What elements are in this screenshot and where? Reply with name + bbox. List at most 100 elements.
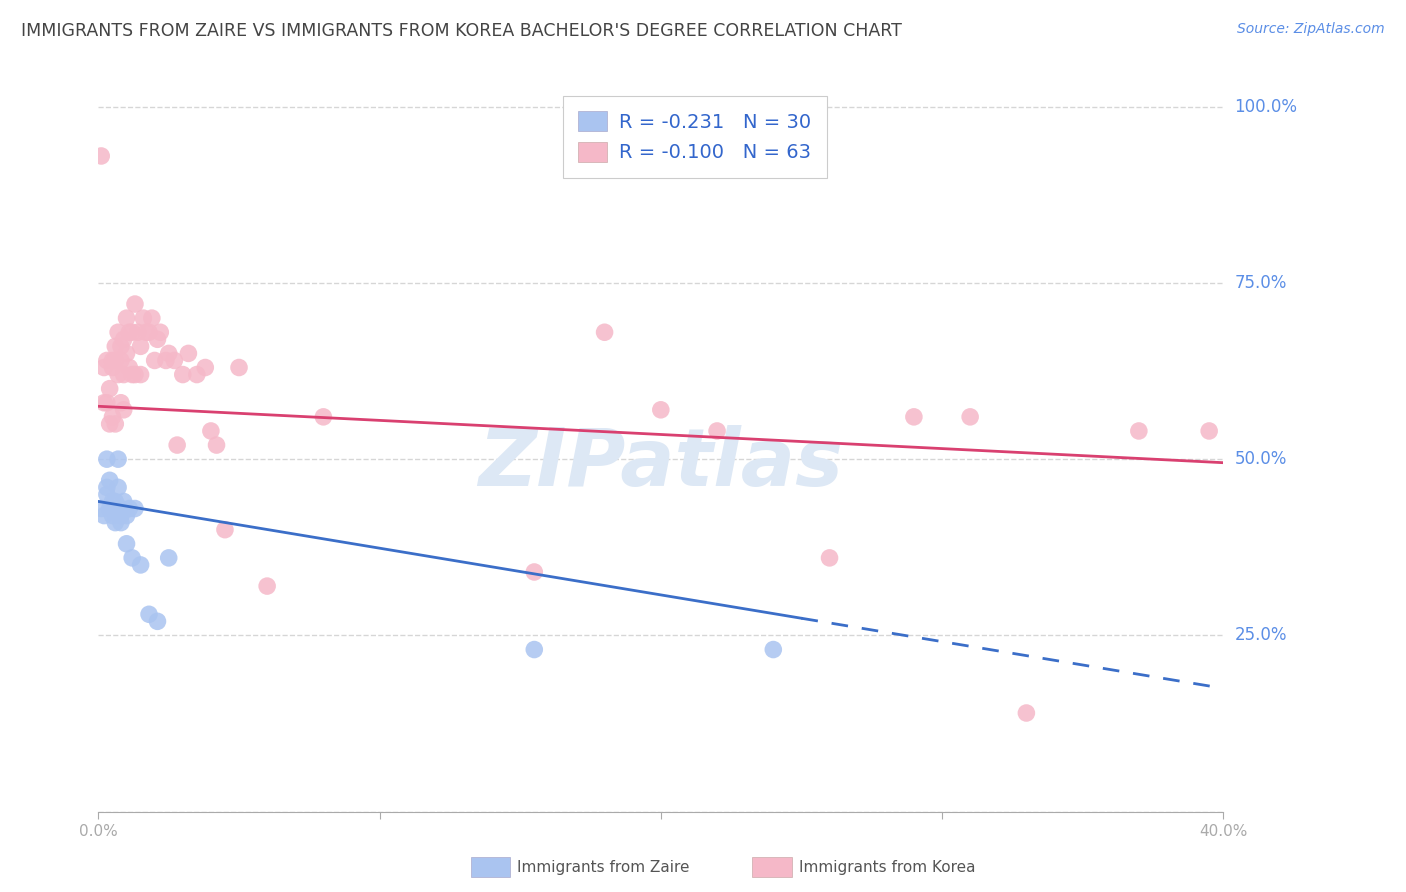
Point <box>143 353 166 368</box>
Point <box>110 396 132 410</box>
Point <box>98 417 121 431</box>
Point <box>90 501 112 516</box>
Point <box>124 501 146 516</box>
Text: ZIPatlas: ZIPatlas <box>478 425 844 503</box>
Point <box>104 339 127 353</box>
Point <box>110 516 132 530</box>
Point <box>593 325 616 339</box>
Point <box>98 501 121 516</box>
Point <box>104 417 127 431</box>
Point <box>112 494 135 508</box>
Text: 75.0%: 75.0% <box>1234 274 1286 292</box>
Text: Immigrants from Korea: Immigrants from Korea <box>799 860 976 874</box>
Point <box>96 452 118 467</box>
Point <box>118 325 141 339</box>
Point <box>110 339 132 353</box>
Point <box>121 325 143 339</box>
Point <box>762 642 785 657</box>
Point <box>101 353 124 368</box>
Point <box>650 402 672 417</box>
Point <box>186 368 208 382</box>
Point <box>115 508 138 523</box>
Point <box>104 494 127 508</box>
Point <box>163 353 186 368</box>
Point <box>96 353 118 368</box>
Point <box>110 501 132 516</box>
Text: 25.0%: 25.0% <box>1234 626 1286 644</box>
Point <box>155 353 177 368</box>
Point <box>112 402 135 417</box>
Point <box>903 409 925 424</box>
Point <box>818 550 841 565</box>
Point <box>121 368 143 382</box>
Point <box>93 396 115 410</box>
Point <box>1128 424 1150 438</box>
Point <box>129 558 152 572</box>
Point <box>1015 706 1038 720</box>
Point <box>112 332 135 346</box>
Point <box>706 424 728 438</box>
Point <box>110 353 132 368</box>
Point <box>141 311 163 326</box>
Point <box>107 325 129 339</box>
Text: Source: ZipAtlas.com: Source: ZipAtlas.com <box>1237 22 1385 37</box>
Point <box>118 360 141 375</box>
Point <box>115 346 138 360</box>
Point <box>127 325 149 339</box>
Point <box>138 607 160 622</box>
Point <box>115 537 138 551</box>
Point <box>115 311 138 326</box>
Text: 50.0%: 50.0% <box>1234 450 1286 468</box>
Point <box>523 642 546 657</box>
Point <box>110 508 132 523</box>
Point <box>132 311 155 326</box>
Text: 100.0%: 100.0% <box>1234 97 1298 116</box>
Point <box>101 508 124 523</box>
Point <box>129 339 152 353</box>
Point <box>96 480 118 494</box>
Point <box>101 409 124 424</box>
Point <box>107 480 129 494</box>
Text: Immigrants from Zaire: Immigrants from Zaire <box>517 860 690 874</box>
Point <box>101 494 124 508</box>
Point <box>146 332 169 346</box>
Point <box>157 550 180 565</box>
Point <box>96 487 118 501</box>
Point <box>118 501 141 516</box>
Point <box>177 346 200 360</box>
Point <box>200 424 222 438</box>
Point <box>93 508 115 523</box>
Point <box>101 501 124 516</box>
Point <box>166 438 188 452</box>
Point <box>90 149 112 163</box>
Point <box>98 382 121 396</box>
Point <box>101 360 124 375</box>
Point <box>146 615 169 629</box>
Point <box>228 360 250 375</box>
Point <box>124 297 146 311</box>
Point <box>104 353 127 368</box>
Point <box>104 516 127 530</box>
Point <box>93 360 115 375</box>
Point <box>129 368 152 382</box>
Point <box>107 368 129 382</box>
Text: IMMIGRANTS FROM ZAIRE VS IMMIGRANTS FROM KOREA BACHELOR'S DEGREE CORRELATION CHA: IMMIGRANTS FROM ZAIRE VS IMMIGRANTS FROM… <box>21 22 903 40</box>
Point <box>149 325 172 339</box>
Point <box>523 565 546 579</box>
Point <box>172 368 194 382</box>
Point <box>124 368 146 382</box>
Legend: R = -0.231   N = 30, R = -0.100   N = 63: R = -0.231 N = 30, R = -0.100 N = 63 <box>562 95 827 178</box>
Point <box>96 396 118 410</box>
Point <box>107 501 129 516</box>
Point <box>959 409 981 424</box>
Point <box>312 409 335 424</box>
Point <box>121 550 143 565</box>
Point <box>214 523 236 537</box>
Point <box>256 579 278 593</box>
Point <box>112 368 135 382</box>
Point <box>107 452 129 467</box>
Point <box>194 360 217 375</box>
Point <box>98 473 121 487</box>
Point <box>205 438 228 452</box>
Point <box>138 325 160 339</box>
